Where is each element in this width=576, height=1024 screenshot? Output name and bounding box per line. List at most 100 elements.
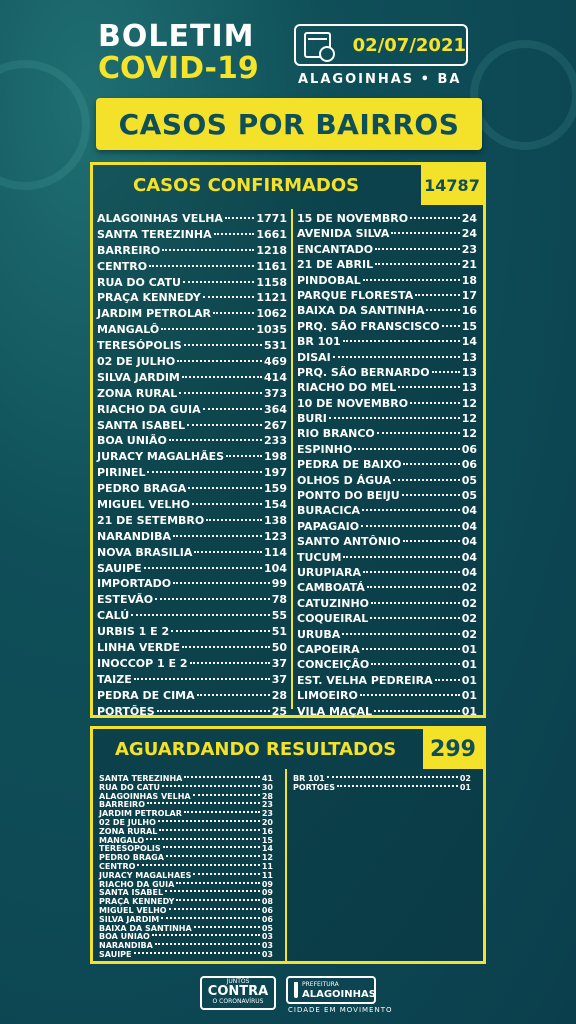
list-item: PAPAGAIO 04	[297, 519, 477, 534]
column-divider	[291, 209, 293, 709]
list-item: BARREIRO 23	[99, 801, 273, 810]
list-item: 15 DE NOVEMBRO 24	[297, 211, 477, 226]
dot-leader	[202, 296, 255, 299]
cases-by-neighborhood-banner: CASOS POR BAIRROS	[96, 98, 482, 150]
case-count: 04	[461, 504, 477, 518]
list-item: INOCCOP 1 E 2 37	[97, 656, 287, 672]
neighborhood-name: TERESOPOLIS	[99, 844, 161, 854]
list-item: BR 101 14	[297, 334, 477, 349]
dot-leader	[147, 802, 260, 805]
list-item: SANTO ANTÔNIO 04	[297, 534, 477, 549]
neighborhood-name: BURI	[297, 412, 327, 426]
neighborhood-name: ZONA RURAL	[99, 826, 158, 836]
neighborhood-name: EST. VELHA PEDREIRA	[297, 673, 433, 687]
dot-leader	[206, 518, 263, 521]
list-item: SILVA JARDIM 06	[99, 914, 273, 925]
logo1-top: JUNTOS	[226, 978, 250, 985]
neighborhood-name: ZONA RURAL	[97, 386, 178, 400]
list-item: PRQ. SÃO FRANSCISCO 15	[297, 319, 477, 334]
dot-leader	[361, 647, 460, 650]
dot-leader	[402, 540, 460, 543]
dot-leader	[410, 217, 460, 219]
dot-leader	[161, 328, 255, 331]
list-item: NOVA BRASILIA 114	[97, 545, 287, 561]
dot-leader	[410, 401, 460, 404]
neighborhood-name: PEDRA DE CIMA	[97, 688, 195, 702]
case-count: 03	[261, 932, 273, 942]
case-count: 123	[264, 529, 287, 543]
case-count: 414	[264, 370, 287, 384]
list-item: RIACHO DA GUIA 364	[97, 402, 287, 418]
awaiting-right-column: BR 101 02 PORTOES 01	[293, 774, 471, 793]
neighborhood-name: CONCEIÇÃO	[297, 658, 370, 672]
neighborhood-name: PORTOES	[293, 782, 335, 792]
dot-leader	[376, 432, 460, 435]
case-count: 12	[461, 427, 477, 441]
neighborhood-name: RIO BRANCO	[297, 427, 375, 441]
list-item: JURACY MAGALHAES 11	[99, 871, 273, 881]
case-count: 09	[261, 879, 273, 889]
neighborhood-name: LINHA VERDE	[97, 641, 180, 655]
list-item: RIACHO DA GUIA 09	[99, 879, 273, 890]
list-item: MIGUEL VELHO 06	[99, 906, 273, 916]
case-count: 01	[461, 642, 477, 656]
logo2-top: PREFEITURA	[302, 980, 339, 988]
list-item: 02 DE JULHO 469	[97, 354, 287, 370]
neighborhood-name: RIACHO DA GUIA	[99, 879, 175, 889]
dot-leader	[191, 503, 263, 506]
list-item: NARANDIBA 123	[97, 529, 287, 545]
list-item: 21 DE ABRIL 21	[297, 257, 477, 272]
list-item: BR 101 02	[293, 774, 471, 784]
case-count: 01	[461, 689, 477, 703]
neighborhood-name: SILVA JARDIM	[99, 914, 160, 924]
confirmed-left-column: ALAGOINHAS VELHA 1771 SANTA TEREZINHA 1661 B…	[97, 211, 287, 720]
case-count: 1661	[256, 227, 287, 241]
neighborhood-name: PAPAGAIO	[297, 519, 360, 533]
title-boletim: BOLETIM	[98, 19, 255, 54]
case-count: 18	[461, 273, 477, 287]
case-count: 23	[461, 242, 477, 256]
list-item: RUA DO CATU 30	[99, 783, 273, 793]
case-count: 28	[261, 791, 273, 801]
neighborhood-name: PONTO DO BEIJU	[297, 489, 400, 503]
case-count: 06	[461, 458, 477, 472]
city-slogan: CIDADE EM MOVIMENTO	[288, 1006, 393, 1014]
logo1-bottom: O CORONAVÍRUS	[212, 998, 264, 1005]
list-item: 02 DE JULHO 20	[99, 817, 273, 828]
list-item: JARDIM PETROLAR 23	[99, 809, 273, 819]
case-count: 02	[461, 596, 477, 610]
calendar-icon	[304, 32, 335, 62]
neighborhood-name: CAMBOATÁ	[297, 581, 365, 595]
dot-leader	[441, 324, 460, 327]
dot-leader	[171, 630, 270, 633]
dot-leader	[187, 423, 263, 426]
neighborhood-name: ALAGOINHAS VELHA	[99, 791, 191, 801]
case-count: 1121	[256, 291, 287, 305]
dot-leader	[147, 471, 263, 474]
list-item: BOA UNIÃO 233	[97, 433, 287, 449]
case-count: 364	[264, 402, 287, 416]
neighborhood-name: 02 DE JULHO	[99, 817, 156, 827]
header: BOLETIM COVID-19 02/07/2021 ALAGOINHAS •…	[98, 20, 478, 90]
bulletin-date: 02/07/2021	[352, 34, 466, 56]
dot-leader	[354, 447, 460, 450]
list-item: ESPINHO 06	[297, 442, 477, 457]
list-item: PEDRO BRAGA 12	[99, 853, 273, 863]
list-item: PRAÇA KENNEDY 1121	[97, 290, 287, 306]
case-count: 469	[264, 355, 287, 369]
case-count: 01	[459, 782, 471, 792]
virus-decoration	[470, 40, 576, 150]
case-count: 02	[461, 612, 477, 626]
case-count: 08	[261, 897, 273, 907]
case-count: 197	[264, 466, 287, 480]
case-count: 23	[261, 800, 273, 810]
list-item: RUA DO CATU 1158	[97, 275, 287, 291]
neighborhood-name: NARANDIBA	[99, 941, 153, 951]
list-item: PORTOES 01	[293, 782, 471, 793]
list-item: SANTA TEREZINHA 41	[99, 774, 273, 784]
case-count: 531	[264, 339, 287, 353]
list-item: RIACHO DO MEL 13	[297, 380, 477, 395]
confirmed-header: CASOS CONFIRMADOS 14787	[93, 165, 483, 205]
list-item: CALÚ 55	[97, 608, 287, 624]
dot-leader	[426, 309, 460, 312]
